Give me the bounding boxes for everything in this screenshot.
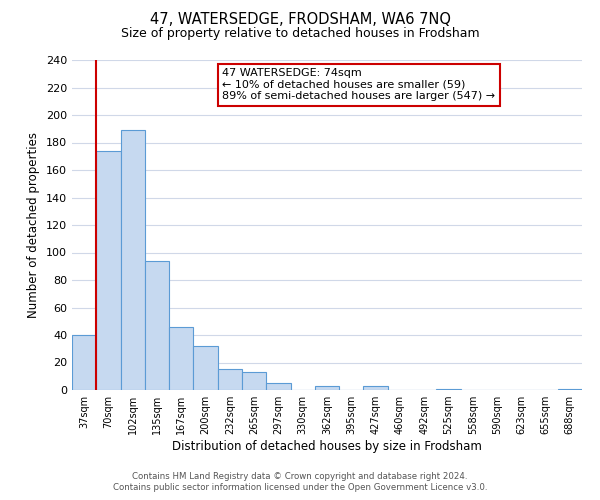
Bar: [193, 346, 218, 390]
Bar: [96, 151, 121, 390]
Bar: [145, 261, 169, 390]
X-axis label: Distribution of detached houses by size in Frodsham: Distribution of detached houses by size …: [172, 440, 482, 453]
Text: 47, WATERSEDGE, FRODSHAM, WA6 7NQ: 47, WATERSEDGE, FRODSHAM, WA6 7NQ: [149, 12, 451, 28]
Y-axis label: Number of detached properties: Number of detached properties: [28, 132, 40, 318]
Bar: [266, 383, 290, 390]
Bar: [436, 388, 461, 390]
Bar: [218, 370, 242, 390]
Bar: [558, 388, 582, 390]
Bar: [72, 335, 96, 390]
Text: Size of property relative to detached houses in Frodsham: Size of property relative to detached ho…: [121, 28, 479, 40]
Bar: [315, 386, 339, 390]
Bar: [364, 386, 388, 390]
Text: Contains HM Land Registry data © Crown copyright and database right 2024.
Contai: Contains HM Land Registry data © Crown c…: [113, 472, 487, 492]
Text: 47 WATERSEDGE: 74sqm
← 10% of detached houses are smaller (59)
89% of semi-detac: 47 WATERSEDGE: 74sqm ← 10% of detached h…: [223, 68, 496, 102]
Bar: [242, 372, 266, 390]
Bar: [121, 130, 145, 390]
Bar: [169, 327, 193, 390]
